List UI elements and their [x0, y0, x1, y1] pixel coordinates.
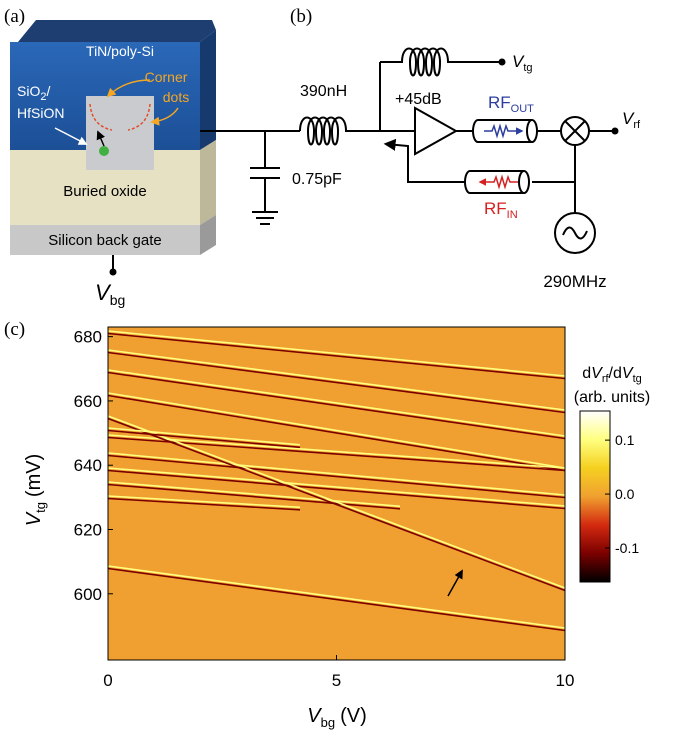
- heatmap-area: [108, 327, 565, 660]
- inductor-label: 390nH: [300, 83, 347, 100]
- x-axis-label: Vbg (V): [307, 705, 366, 730]
- vrf-label: Vrf: [622, 109, 641, 131]
- x-tick-label: 10: [556, 671, 575, 690]
- feature-bright: [108, 467, 565, 507]
- feature-dark: [108, 371, 565, 440]
- feature-dark: [108, 429, 301, 449]
- device-schematic: (a) TiN/poly-Si SiO2/ HfSiON Corner dots…: [4, 6, 216, 308]
- feature-dark: [108, 483, 401, 510]
- feature-bright: [108, 349, 565, 411]
- feature-bright: [108, 452, 565, 496]
- colorbar: [579, 410, 611, 583]
- feature-bright: [108, 495, 301, 509]
- rf-out-label: RFOUT: [488, 93, 534, 115]
- feature-dark: [108, 497, 301, 511]
- y-tick-label: 680: [74, 328, 102, 347]
- gate-label: TiN/poly-Si: [86, 43, 154, 59]
- feature-bright: [108, 415, 565, 589]
- y-tick-label: 600: [74, 585, 102, 604]
- y-tick-label: 660: [74, 392, 102, 411]
- back-gate-label: Silicon back gate: [48, 232, 161, 249]
- feature-dark: [108, 454, 565, 499]
- feature-dark: [108, 436, 565, 472]
- colorbar-units: (arb. units): [574, 389, 650, 406]
- amplifier-label: +45dB: [395, 91, 442, 108]
- feature-bright: [108, 565, 565, 629]
- circuit: (b) 0.75pF 390nH Vtg +45dB RFOUT Vrf 290…: [200, 6, 641, 291]
- colorbar-label: dVrf/dVtg: [582, 365, 642, 385]
- panel-label: (a): [4, 6, 25, 27]
- rf-in-label: RFIN: [484, 199, 518, 221]
- oxide-label: Buried oxide: [63, 183, 146, 200]
- feature-dark: [108, 567, 565, 632]
- vtg-label: Vtg: [512, 52, 533, 74]
- feature-bright: [108, 434, 565, 469]
- feature-bright: [108, 369, 565, 437]
- colorbar-tick-label: 0.0: [615, 486, 635, 502]
- feature-dark: [108, 469, 565, 510]
- feature-bright: [108, 481, 401, 508]
- source-label: 290MHz: [543, 272, 606, 291]
- vbg-label: Vbg: [95, 280, 125, 308]
- feature-dark: [108, 332, 565, 380]
- dielectric-label: SiO2/: [17, 83, 50, 103]
- heatmap-features: [108, 330, 565, 632]
- y-tick-label: 620: [74, 521, 102, 540]
- feature-bright: [108, 392, 565, 469]
- x-tick-label: 0: [103, 671, 112, 690]
- dielectric-label: HfSiON: [17, 105, 64, 121]
- capacitor-label: 0.75pF: [292, 171, 342, 188]
- panel-label: (c): [4, 319, 25, 340]
- x-tick-label: 5: [332, 671, 341, 690]
- y-tick-label: 640: [74, 456, 102, 475]
- heatmap-panel: (c) Vtg(mV) Vbg (V) dVrf/dVtg (arb. units…: [4, 319, 650, 730]
- panel-label: (b): [290, 6, 312, 27]
- y-axis-label: Vtg(mV): [23, 454, 48, 527]
- feature-dark: [108, 351, 565, 414]
- corner-dots-label: Corner: [145, 69, 188, 85]
- feature-bright: [108, 330, 565, 377]
- colorbar-tick-label: 0.1: [615, 432, 635, 448]
- feature-dark: [108, 417, 565, 592]
- colorbar-tick-label: -0.1: [615, 540, 639, 556]
- corner-dots-label: dots: [163, 89, 189, 105]
- feature-bright: [108, 427, 301, 446]
- feature-dark: [108, 394, 565, 472]
